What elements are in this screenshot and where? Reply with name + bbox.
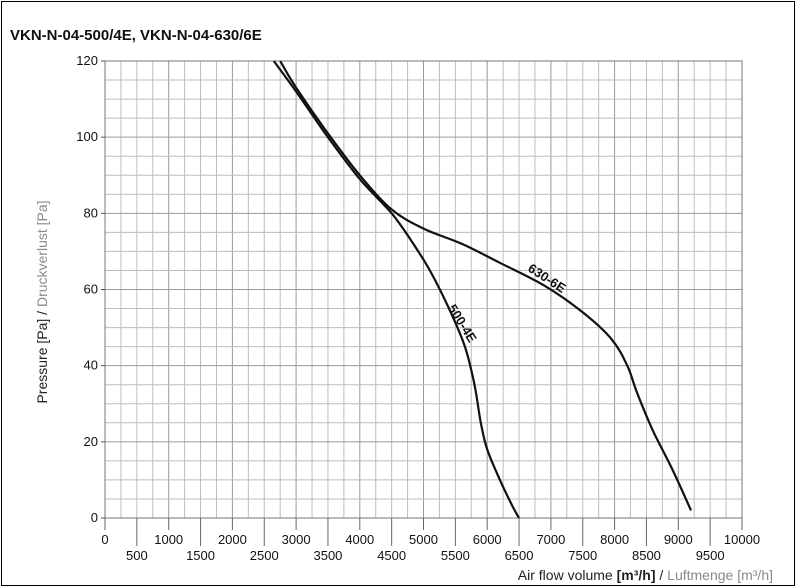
x-tick-label: 500 bbox=[126, 548, 148, 563]
y-tick-label: 120 bbox=[76, 53, 98, 68]
x-tick-label: 4500 bbox=[377, 548, 406, 563]
y-tick-label: 100 bbox=[76, 129, 98, 144]
y-axis-label-alt: Druckverlust [Pa] bbox=[34, 200, 50, 307]
x-axis-label-sep: / bbox=[656, 567, 668, 583]
y-axis-label: Pressure [Pa] / Druckverlust [Pa] bbox=[34, 200, 50, 403]
x-tick-label: 9500 bbox=[696, 548, 725, 563]
x-axis-label-unit: [m³/h] bbox=[617, 567, 656, 583]
x-tick-label: 8500 bbox=[632, 548, 661, 563]
x-tick-label: 1500 bbox=[186, 548, 215, 563]
x-axis-label-alt: Luftmenge [m³/h] bbox=[667, 567, 773, 583]
x-tick-label: 5000 bbox=[409, 532, 438, 547]
y-tick-label: 40 bbox=[84, 358, 98, 373]
x-tick-label: 2000 bbox=[218, 532, 247, 547]
x-tick-label: 6500 bbox=[505, 548, 534, 563]
x-axis-label-main: Air flow volume bbox=[518, 567, 617, 583]
x-axis-label: Air flow volume [m³/h] / Luftmenge [m³/h… bbox=[518, 567, 773, 583]
curve-630-6e bbox=[279, 60, 693, 511]
x-tick-label: 9000 bbox=[664, 532, 693, 547]
x-tick-labels: 0 1000 2000 3000 4000 5000 6000 7000 8000 9000 100… bbox=[101, 518, 760, 563]
y-tick-label: 60 bbox=[84, 282, 98, 297]
y-tick-label: 20 bbox=[84, 434, 98, 449]
x-tick-label: 1000 bbox=[154, 532, 183, 547]
y-tick-label: 80 bbox=[84, 205, 98, 220]
x-tick-label: 5500 bbox=[441, 548, 470, 563]
x-tick-label: 7500 bbox=[568, 548, 597, 563]
grid bbox=[104, 60, 743, 519]
y-axis-label-main: Pressure [Pa] / bbox=[34, 307, 50, 403]
x-tick-label: 8000 bbox=[600, 532, 629, 547]
x-tick-label: 3000 bbox=[282, 532, 311, 547]
y-tick-label: 0 bbox=[91, 510, 98, 525]
y-tick-labels: 0 20 40 60 80 100 120 bbox=[76, 53, 105, 525]
x-tick-label: 3500 bbox=[313, 548, 342, 563]
curve-500-4e bbox=[272, 60, 520, 519]
chart-title: VKN-N-04-500/4E, VKN-N-04-630/6E bbox=[10, 27, 262, 44]
x-tick-label: 6000 bbox=[473, 532, 502, 547]
x-tick-label: 4000 bbox=[345, 532, 374, 547]
x-tick-label: 0 bbox=[101, 532, 108, 547]
x-tick-label: 7000 bbox=[536, 532, 565, 547]
x-tick-label: 2500 bbox=[250, 548, 279, 563]
x-tick-label: 10000 bbox=[724, 532, 760, 547]
